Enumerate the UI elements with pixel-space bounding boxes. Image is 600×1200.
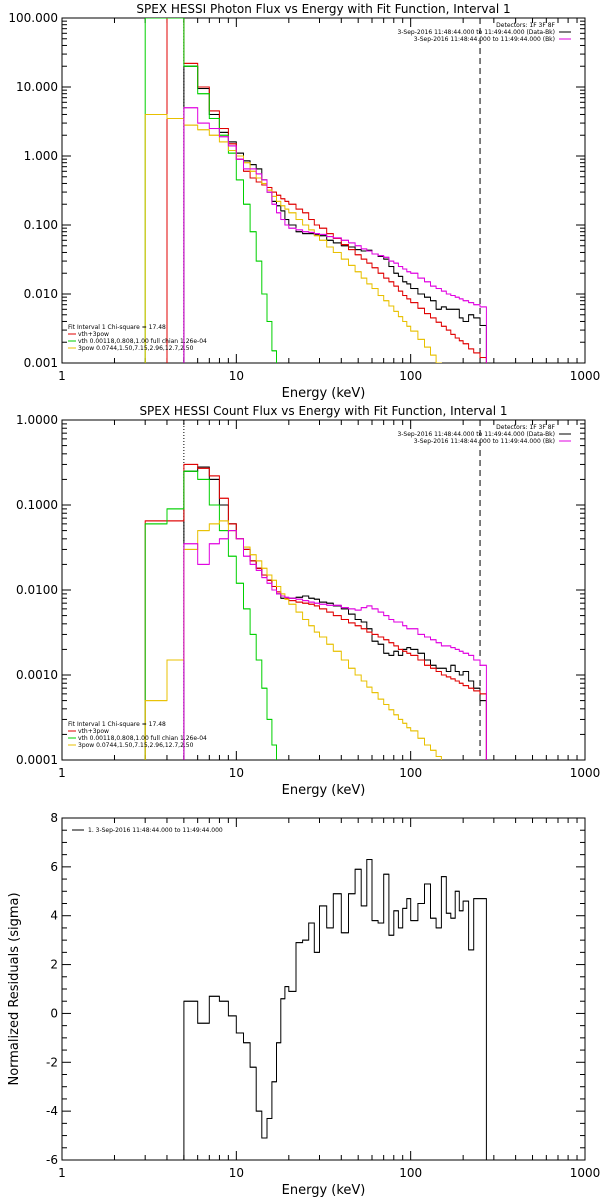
y-axis-label: Normalized Residuals (sigma) (7, 892, 22, 1085)
y-tick-label: -2 (46, 1055, 58, 1069)
legend-entry: Fit Interval 1 Chi-square = 17.48 (68, 324, 166, 331)
series-group (144, 463, 487, 760)
header-line: Detectors: 1F 3F 8F (496, 424, 555, 431)
series-group (144, 18, 487, 363)
series-line-vth (144, 470, 277, 760)
plot-frame (61, 17, 586, 364)
y-tick-label: 0.010 (24, 287, 58, 301)
y-tick-label: 0.0100 (16, 583, 58, 597)
y-tick-label: 0 (50, 1006, 58, 1020)
series-line-data-bk (183, 466, 487, 760)
y-tick-label: 10.000 (16, 80, 58, 94)
x-tick-label: 10 (229, 369, 244, 383)
plot-frame (61, 419, 586, 761)
x-tick-label: 1 (58, 369, 66, 383)
header-line: 3-Sep-2016 11:48:44.000 to 11:49:44.000 … (414, 36, 555, 43)
legend-entry: vth+3pow (78, 331, 109, 338)
chart-panel-2: SPEX HESSI Count Flux vs Energy with Fit… (16, 404, 600, 798)
series-line-3pow (144, 114, 442, 363)
series-line-vth (144, 18, 277, 363)
x-tick-label: 1000 (570, 369, 600, 383)
y-tick-label: 4 (50, 909, 58, 923)
y-tick-label: 1.0000 (16, 413, 58, 427)
series-line-1-3-sep-2016-11-48-44-000-to-11-49-44-000 (183, 859, 487, 1160)
legend-entry: 3pow 0.0744,1.50,7.15,2.96,12.7,2.50 (78, 345, 194, 352)
chart-panel-3: 1 10 100 1000 Energy (keV) -6 -4 -2 0 2 4 6 8 Normali… (7, 811, 600, 1198)
y-tick-label: 0.1000 (16, 498, 58, 512)
legend-entry: vth 0.00118,0.808,1.00 full chian 1.26e-… (78, 735, 207, 742)
x-axis-label: Energy (keV) (282, 386, 366, 401)
x-tick-label: 1000 (570, 766, 600, 780)
x-tick-label: 100 (399, 1166, 422, 1180)
y-tick-label: -4 (46, 1104, 58, 1118)
x-axis-label: Energy (keV) (282, 783, 366, 798)
y-tick-label: -6 (46, 1153, 58, 1167)
series-line-vth-3pow (166, 18, 487, 363)
y-tick-label: 0.0001 (16, 753, 58, 767)
x-tick-label: 100 (399, 766, 422, 780)
x-tick-label: 10 (229, 1166, 244, 1180)
y-tick-label: 0.001 (24, 356, 58, 370)
y-tick-label: 0.100 (24, 218, 58, 232)
series-group (183, 859, 487, 1160)
legend-entry: 3pow 0.0744,1.50,7.15,2.96,12.7,2.50 (78, 742, 194, 749)
series-line-bk (183, 530, 487, 760)
header-line: 3-Sep-2016 11:48:44.000 to 11:49:44.000 … (414, 438, 555, 445)
legend-entry: vth+3pow (78, 728, 109, 735)
x-tick-label: 10 (229, 766, 244, 780)
header-line: 3-Sep-2016 11:48:44.000 to 11:49:44.000 … (397, 431, 555, 438)
chart-title: SPEX HESSI Count Flux vs Energy with Fit… (139, 404, 507, 418)
x-tick-label: 100 (399, 369, 422, 383)
x-tick-label: 1000 (570, 1166, 600, 1180)
y-tick-label: 8 (50, 811, 58, 825)
plot-frame (61, 817, 586, 1161)
legend-entry: vth 0.00118,0.808,1.00 full chian 1.26e-… (78, 338, 207, 345)
y-tick-label: 100.000 (8, 11, 58, 25)
chart-panel-1: SPEX HESSI Photon Flux vs Energy with Fi… (8, 2, 600, 401)
series-line-3pow (144, 520, 442, 760)
x-tick-label: 1 (58, 766, 66, 780)
chart-title: SPEX HESSI Photon Flux vs Energy with Fi… (136, 2, 510, 16)
header-line: 3-Sep-2016 11:48:44.000 to 11:49:44.000 … (397, 29, 555, 36)
y-tick-label: 6 (50, 860, 58, 874)
x-tick-label: 1 (58, 1166, 66, 1180)
series-line-vth-3pow (144, 463, 487, 760)
y-tick-label: 0.0010 (16, 668, 58, 682)
header-line: Detectors: 1F 3F 8F (496, 22, 555, 29)
series-line-data-bk (183, 65, 487, 363)
legend-entry: 1. 3-Sep-2016 11:48:44.000 to 11:49:44.0… (88, 827, 223, 834)
y-tick-label: 1.000 (24, 149, 58, 163)
legend-entry: Fit Interval 1 Chi-square = 17.48 (68, 721, 166, 728)
y-tick-label: 2 (50, 958, 58, 972)
x-axis-label: Energy (keV) (282, 1183, 366, 1198)
